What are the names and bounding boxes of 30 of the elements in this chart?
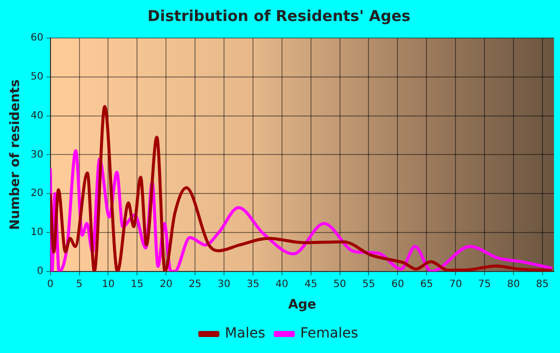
x-tick-label: 20: [160, 278, 172, 290]
x-tick-label: 10: [102, 278, 115, 290]
x-tick-label: 65: [420, 278, 433, 290]
legend-label: Females: [300, 326, 358, 342]
x-tick-label: 80: [507, 278, 520, 290]
x-tick-label: 15: [130, 278, 144, 290]
x-tick-label: 60: [391, 278, 404, 290]
x-tick-label: 35: [246, 278, 260, 290]
y-tick-label: 30: [30, 149, 44, 160]
x-tick-label: 55: [362, 278, 376, 290]
y-axis-title: Number of residents: [8, 79, 24, 230]
x-tick-label: 50: [333, 278, 346, 290]
y-tick-label: 40: [30, 110, 44, 122]
legend-label: Males: [224, 326, 266, 342]
y-tick-label: 10: [30, 227, 44, 238]
x-tick-label: 85: [536, 278, 549, 290]
x-tick-label: 30: [218, 278, 230, 290]
y-tick-label: 60: [30, 32, 44, 44]
x-axis-title: Age: [288, 298, 316, 313]
y-tick-label: 0: [36, 266, 44, 277]
x-tick-label: 40: [276, 278, 288, 290]
x-tick-label: 45: [304, 278, 318, 290]
x-tick-label: 25: [188, 278, 202, 290]
x-tick-label: 5: [76, 278, 82, 290]
x-tick-label: 70: [449, 278, 462, 290]
chart-title: Distribution of Residents' Ages: [148, 6, 411, 25]
x-tick-label: 75: [478, 278, 491, 290]
y-tick-label: 50: [30, 71, 44, 82]
y-tick-label: 20: [30, 188, 44, 200]
x-tick-label: 0: [47, 278, 54, 290]
